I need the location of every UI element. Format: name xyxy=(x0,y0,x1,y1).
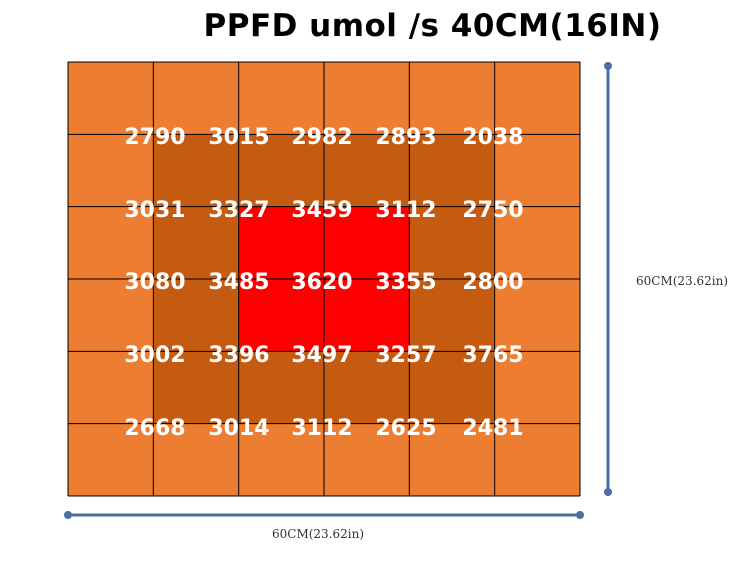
ppfd-value-cell: 3014 xyxy=(208,416,269,441)
dimension-endpoint xyxy=(604,488,612,496)
ppfd-value-cell: 3497 xyxy=(291,343,352,368)
chart-title: PPFD umol /s 40CM(16IN) xyxy=(0,8,750,44)
ppfd-value-cell: 3112 xyxy=(291,416,352,441)
chart-title-text: PPFD umol /s 40CM(16IN) xyxy=(203,8,662,44)
ppfd-value-cell: 2625 xyxy=(375,416,436,441)
dimension-endpoint xyxy=(64,511,72,519)
ppfd-value-cell: 2038 xyxy=(462,125,523,150)
dimension-endpoint xyxy=(604,62,612,70)
dimension-lines xyxy=(64,62,612,519)
ppfd-value-cell: 3112 xyxy=(375,198,436,223)
ppfd-value-cell: 3765 xyxy=(462,343,523,368)
ppfd-value-cell: 3015 xyxy=(208,125,269,150)
height-dimension-label: 60CM(23.62in) xyxy=(636,274,729,288)
ppfd-value-cell: 3327 xyxy=(208,198,269,223)
ppfd-value-cell: 3031 xyxy=(124,198,185,223)
ppfd-value-cell: 3355 xyxy=(375,270,436,295)
ppfd-value-cell: 2750 xyxy=(462,198,523,223)
ppfd-value-cell: 3257 xyxy=(375,343,436,368)
grid-lines xyxy=(67,61,581,497)
ppfd-value-cell: 2481 xyxy=(462,416,523,441)
ppfd-value-cell: 3396 xyxy=(208,343,269,368)
dimension-endpoint xyxy=(576,511,584,519)
ppfd-value-cell: 3459 xyxy=(291,198,352,223)
ppfd-value-cell: 2668 xyxy=(124,416,185,441)
ppfd-value-cell: 3620 xyxy=(291,270,352,295)
ppfd-values: 2790 3015 2982 2893 2038 3031 3327 3459 3112 2750… xyxy=(124,125,523,441)
ppfd-value-cell: 2790 xyxy=(124,125,185,150)
width-dimension-label: 60CM(23.62in) xyxy=(272,527,365,541)
ppfd-value-cell: 2893 xyxy=(375,125,436,150)
ppfd-value-cell: 3485 xyxy=(208,270,269,295)
ppfd-value-cell: 2982 xyxy=(291,125,352,150)
ppfd-value-cell: 3080 xyxy=(124,270,185,295)
ppfd-value-cell: 2800 xyxy=(462,270,523,295)
ppfd-value-cell: 3002 xyxy=(124,343,185,368)
